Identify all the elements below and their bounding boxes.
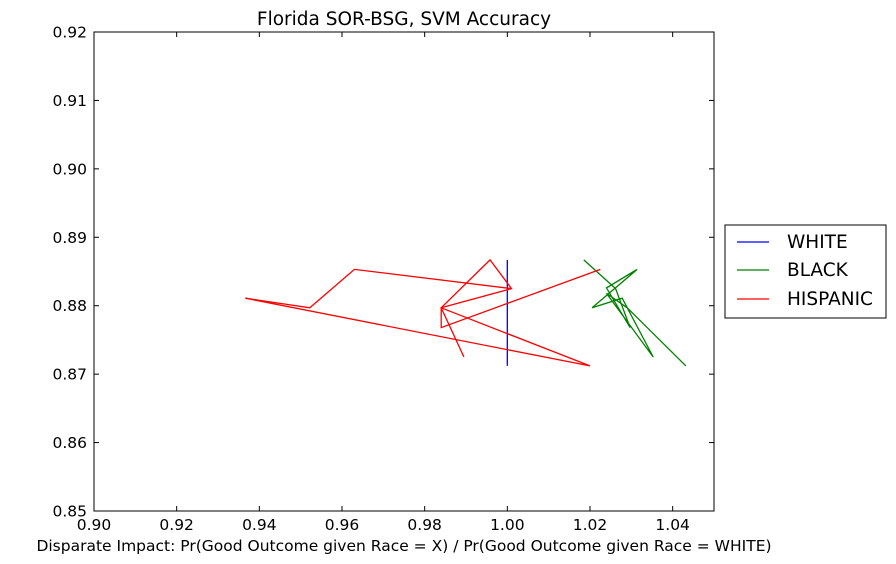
plot-frame <box>93 31 715 512</box>
y-tick-label: 0.90 <box>52 160 87 178</box>
x-tick-label: 1.02 <box>573 516 608 534</box>
x-tick-label: 1.04 <box>655 516 690 534</box>
x-tick-label: 0.90 <box>77 516 112 534</box>
y-tick-label: 0.89 <box>52 229 87 247</box>
series-line-black <box>583 259 687 367</box>
x-tick-label: 0.98 <box>407 516 442 534</box>
x-axis-label: Disparate Impact: Pr(Good Outcome given … <box>36 537 771 555</box>
y-tick-label: 0.87 <box>52 366 87 384</box>
x-tick-label: 0.94 <box>242 516 277 534</box>
y-tick-label: 0.85 <box>52 503 87 521</box>
x-tick-label: 1.00 <box>490 516 525 534</box>
y-tick-label: 0.88 <box>52 297 87 315</box>
legend: WHITE BLACK HISPANIC <box>724 224 887 319</box>
y-tick-label: 0.92 <box>52 24 87 42</box>
x-tick-label: 0.92 <box>159 516 194 534</box>
legend-label-white: WHITE <box>787 232 848 253</box>
y-axis: 0.85 0.86 0.87 0.88 0.89 0.90 0.91 0.92 <box>52 24 714 521</box>
plot-series <box>245 258 687 367</box>
chart-title: Florida SOR-BSG, SVM Accuracy <box>257 9 551 30</box>
y-tick-label: 0.86 <box>52 434 87 452</box>
y-tick-label: 0.91 <box>52 92 87 110</box>
legend-label-hispanic: HISPANIC <box>787 289 873 310</box>
x-axis: 0.90 0.92 0.94 0.96 0.98 1.00 1.02 1.04 <box>77 32 690 534</box>
legend-label-black: BLACK <box>787 260 849 281</box>
legend-frame <box>724 224 887 319</box>
series-line-hispanic <box>245 258 601 367</box>
x-tick-label: 0.96 <box>325 516 360 534</box>
